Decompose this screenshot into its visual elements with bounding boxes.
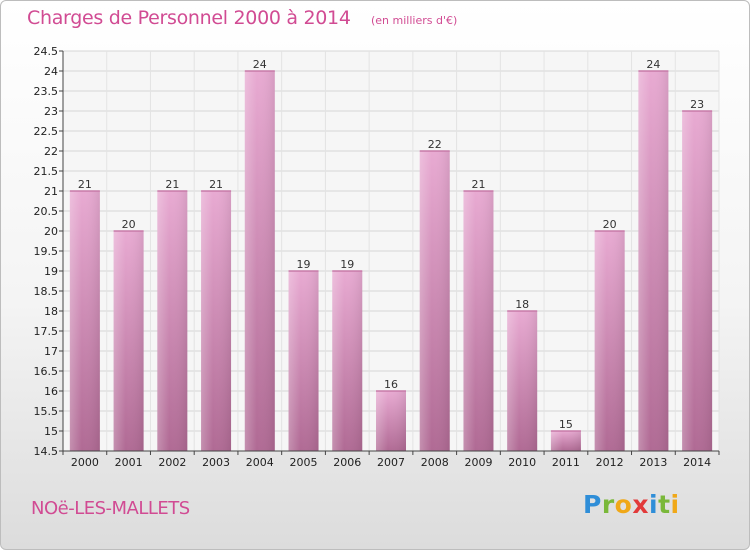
chart-title: Charges de Personnel 2000 à 2014	[27, 7, 351, 29]
x-tick-label: 2013	[639, 456, 667, 469]
bar-2008: 22	[419, 138, 450, 451]
y-tick-label: 16.5	[34, 365, 59, 378]
y-tick-label: 24	[44, 65, 58, 78]
x-tick-label: 2006	[333, 456, 361, 469]
x-tick-label: 2003	[202, 456, 230, 469]
value-label: 18	[515, 298, 529, 311]
x-tick-label: 2005	[290, 456, 318, 469]
bar-2006: 19	[332, 258, 363, 451]
value-label: 21	[209, 178, 223, 191]
bar-shade	[113, 231, 144, 451]
y-tick-label: 20	[44, 225, 58, 238]
bar-shade	[682, 111, 713, 451]
y-tick-label: 24.5	[34, 45, 59, 58]
value-label: 19	[297, 258, 311, 271]
chart-subtitle: (en milliers d'€)	[371, 14, 458, 27]
bar-shade	[376, 391, 406, 451]
y-tick-label: 17	[44, 345, 58, 358]
y-tick-label: 19	[44, 265, 58, 278]
bar-shade	[638, 71, 669, 451]
x-tick-label: 2004	[246, 456, 274, 469]
y-tick-label: 22	[44, 145, 58, 158]
y-tick-label: 19.5	[34, 245, 59, 258]
y-tick-label: 23.5	[34, 85, 59, 98]
y-tick-label: 14.5	[34, 445, 59, 458]
y-tick-label: 15	[44, 425, 58, 438]
bar-shade	[69, 191, 100, 451]
bar-shade	[550, 431, 581, 451]
value-label: 21	[165, 178, 179, 191]
value-label: 20	[122, 218, 136, 231]
y-tick-label: 18.5	[34, 285, 59, 298]
y-axis: 14.5 15 15.5 16 16.5 17 17.5 18 18.5 19 19.5 20 20.5…	[34, 45, 64, 458]
bar-2005: 19	[288, 258, 319, 451]
bar-2013: 24	[638, 58, 669, 451]
x-tick-label: 2007	[377, 456, 405, 469]
bar-shade	[244, 71, 275, 451]
bar-shade	[463, 191, 494, 451]
value-label: 24	[646, 58, 660, 71]
place-name: NOë-LES-MALLETS	[31, 498, 190, 519]
x-tick-label: 2001	[115, 456, 143, 469]
bar-shade	[507, 311, 538, 451]
value-label: 20	[603, 218, 617, 231]
x-tick-label: 2008	[421, 456, 449, 469]
value-label: 21	[78, 178, 92, 191]
y-tick-label: 16	[44, 385, 58, 398]
bar-2002: 21	[157, 178, 188, 451]
bar-2004: 24	[244, 58, 275, 451]
value-label: 24	[253, 58, 267, 71]
value-label: 21	[471, 178, 485, 191]
x-tick-label: 2002	[158, 456, 186, 469]
bar-shade	[594, 231, 625, 451]
y-tick-label: 18	[44, 305, 58, 318]
value-label: 15	[559, 418, 573, 431]
value-label: 16	[384, 378, 398, 391]
bar-2010: 18	[507, 298, 538, 451]
y-tick-label: 21.5	[34, 165, 59, 178]
x-tick-label: 2011	[552, 456, 580, 469]
y-tick-label: 23	[44, 105, 58, 118]
bar-2012: 20	[594, 218, 625, 451]
x-tick-label: 2000	[71, 456, 99, 469]
x-tick-label: 2010	[508, 456, 536, 469]
y-tick-label: 22.5	[34, 125, 59, 138]
bar-2003: 21	[201, 178, 232, 451]
value-label: 22	[428, 138, 442, 151]
y-tick-label: 20.5	[34, 205, 59, 218]
bars: 21 20 21 21 24 19 19 16 22 21 18 15 20 24 23	[69, 58, 713, 451]
value-label: 23	[690, 98, 704, 111]
bar-2014: 23	[682, 98, 713, 451]
y-tick-label: 21	[44, 185, 58, 198]
bar-2009: 21	[463, 178, 494, 451]
bar-2001: 20	[113, 218, 144, 451]
x-tick-label: 2012	[596, 456, 624, 469]
y-tick-label: 17.5	[34, 325, 59, 338]
value-label: 19	[340, 258, 354, 271]
bar-shade	[201, 191, 232, 451]
bar-shade	[157, 191, 188, 451]
proxiti-logo[interactable]: Proxiti	[583, 490, 680, 519]
y-tick-label: 15.5	[34, 405, 59, 418]
bar-2007: 16	[376, 378, 406, 451]
bar-shade	[288, 271, 319, 451]
x-tick-label: 2014	[683, 456, 711, 469]
bar-shade	[419, 151, 450, 451]
x-axis: 2000 2001 2002 2003 2004 2005 2006 2007 2008 2009…	[62, 450, 720, 469]
x-tick-label: 2009	[464, 456, 492, 469]
bar-2000: 21	[69, 178, 100, 451]
bar-shade	[332, 271, 363, 451]
bar-2011: 15	[550, 418, 581, 451]
